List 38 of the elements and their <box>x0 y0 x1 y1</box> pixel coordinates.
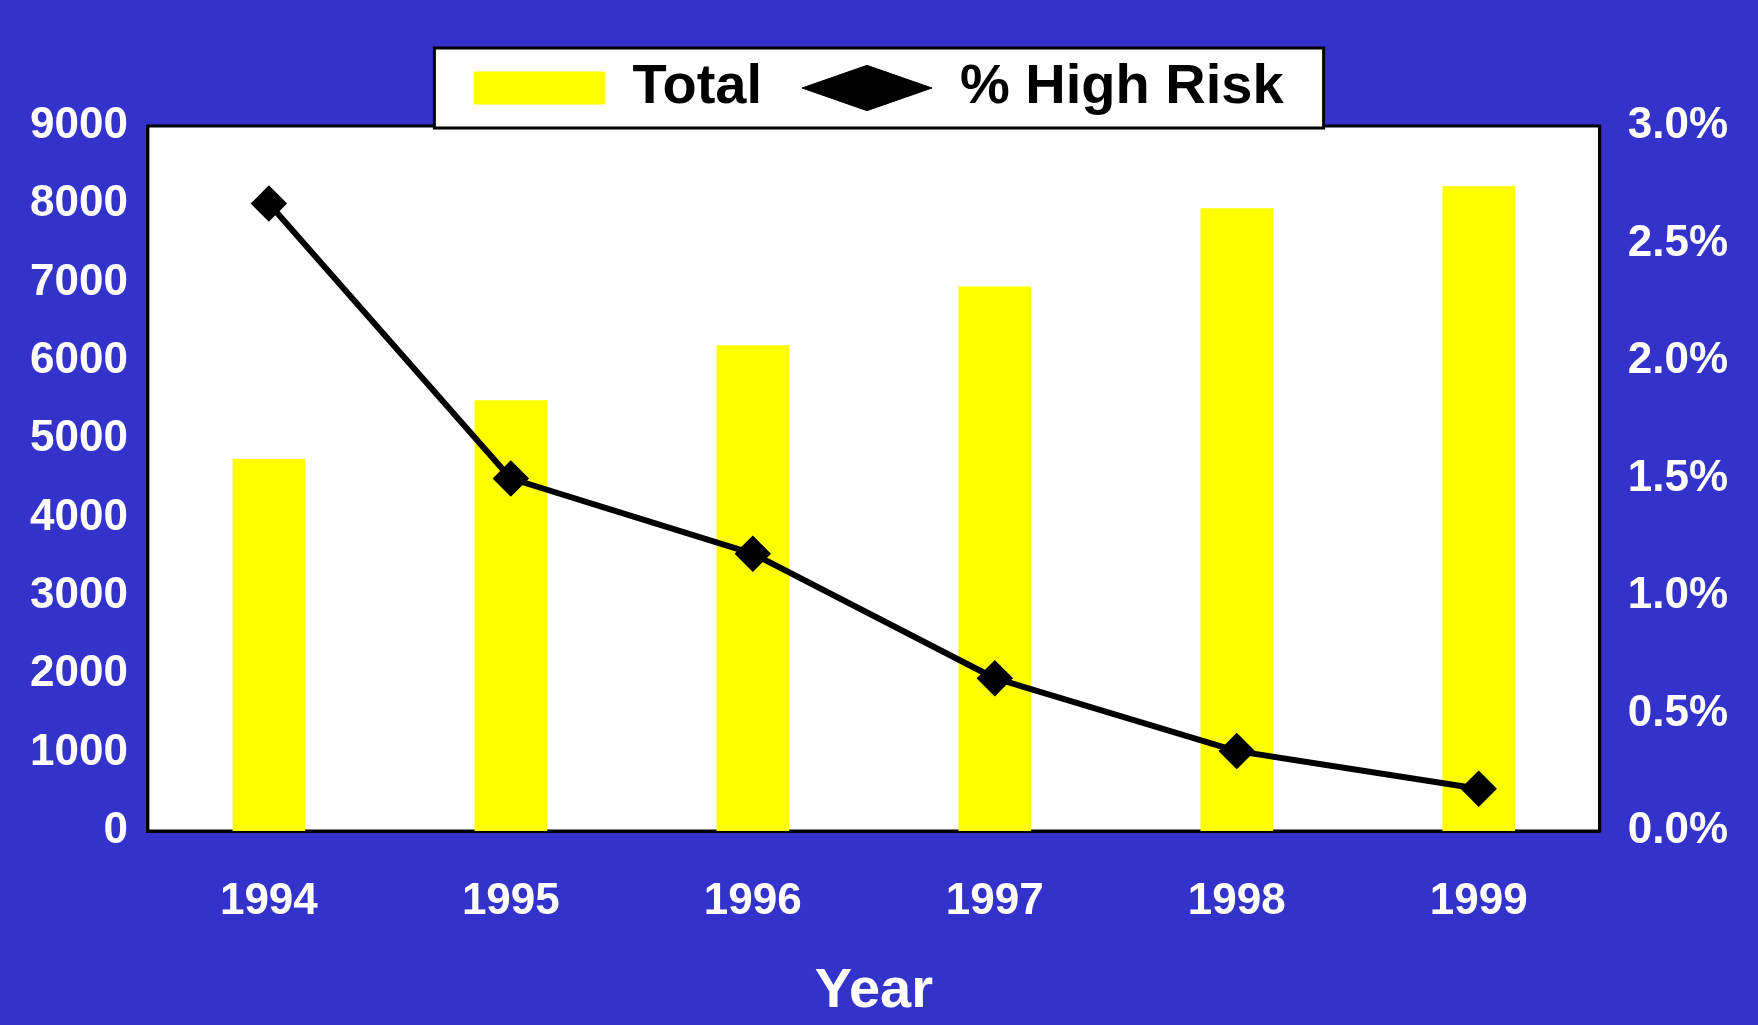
bar <box>1200 208 1274 831</box>
x-tick-label: 1997 <box>945 873 1044 923</box>
y-tick-label: 8000 <box>29 176 128 226</box>
bar <box>1442 186 1516 831</box>
point <box>735 536 770 571</box>
point <box>251 186 286 221</box>
bar <box>716 345 790 831</box>
y-tick-label: 0 <box>103 803 128 853</box>
x-tick-label: 1999 <box>1429 873 1528 923</box>
y-tick-label: 6000 <box>29 333 128 383</box>
x-tick-label: 1995 <box>461 873 560 923</box>
point <box>1219 734 1254 769</box>
point <box>1461 771 1496 806</box>
x-axis-title: Year <box>814 955 933 1019</box>
y-tick-label: 7000 <box>29 254 128 304</box>
point <box>977 661 1012 696</box>
bar <box>474 400 548 831</box>
legend-label: Total <box>632 52 762 116</box>
x-tick-label: 1996 <box>703 873 802 923</box>
y-tick-label: 1000 <box>29 724 128 774</box>
x-tick-label: 1998 <box>1187 873 1286 923</box>
y2-tick-label: 0.0% <box>1627 803 1729 853</box>
y-tick-label: 3000 <box>29 568 128 618</box>
y-tick-label: 5000 <box>29 411 128 461</box>
bar <box>958 286 1032 831</box>
y-tick-label: 2000 <box>29 646 128 696</box>
y-tick-label: 9000 <box>29 98 128 148</box>
legend-label: % High Risk <box>960 52 1285 116</box>
bar <box>232 458 306 831</box>
y-tick-label: 4000 <box>29 489 128 539</box>
y2-tick-label: 2.0% <box>1627 333 1729 383</box>
y2-tick-label: 3.0% <box>1627 98 1729 148</box>
y2-tick-label: 1.0% <box>1627 568 1729 618</box>
y2-tick-label: 1.5% <box>1627 450 1729 500</box>
y2-tick-label: 0.5% <box>1627 685 1729 735</box>
point <box>493 461 528 496</box>
x-tick-label: 1994 <box>219 873 319 923</box>
y2-tick-label: 2.5% <box>1627 215 1729 265</box>
